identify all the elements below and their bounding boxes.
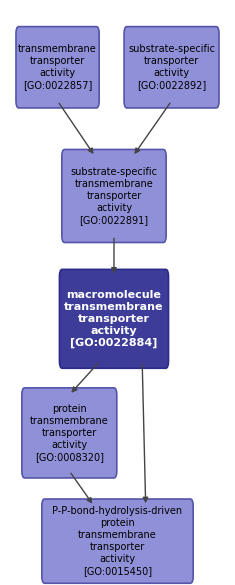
Text: substrate-specific
transmembrane
transporter
activity
[GO:0022891]: substrate-specific transmembrane transpo… <box>70 167 157 225</box>
FancyBboxPatch shape <box>16 26 99 108</box>
Text: P-P-bond-hydrolysis-driven
protein
transmembrane
transporter
activity
[GO:001545: P-P-bond-hydrolysis-driven protein trans… <box>52 506 183 576</box>
FancyBboxPatch shape <box>22 388 117 478</box>
FancyBboxPatch shape <box>59 269 168 369</box>
FancyBboxPatch shape <box>42 499 193 583</box>
Text: protein
transmembrane
transporter
activity
[GO:0008320]: protein transmembrane transporter activi… <box>30 404 109 462</box>
FancyBboxPatch shape <box>62 149 166 242</box>
FancyBboxPatch shape <box>124 26 219 108</box>
Text: macromolecule
transmembrane
transporter
activity
[GO:0022884]: macromolecule transmembrane transporter … <box>64 290 164 348</box>
Text: transmembrane
transporter
activity
[GO:0022857]: transmembrane transporter activity [GO:0… <box>18 44 97 90</box>
Text: substrate-specific
transporter
activity
[GO:0022892]: substrate-specific transporter activity … <box>128 44 215 90</box>
